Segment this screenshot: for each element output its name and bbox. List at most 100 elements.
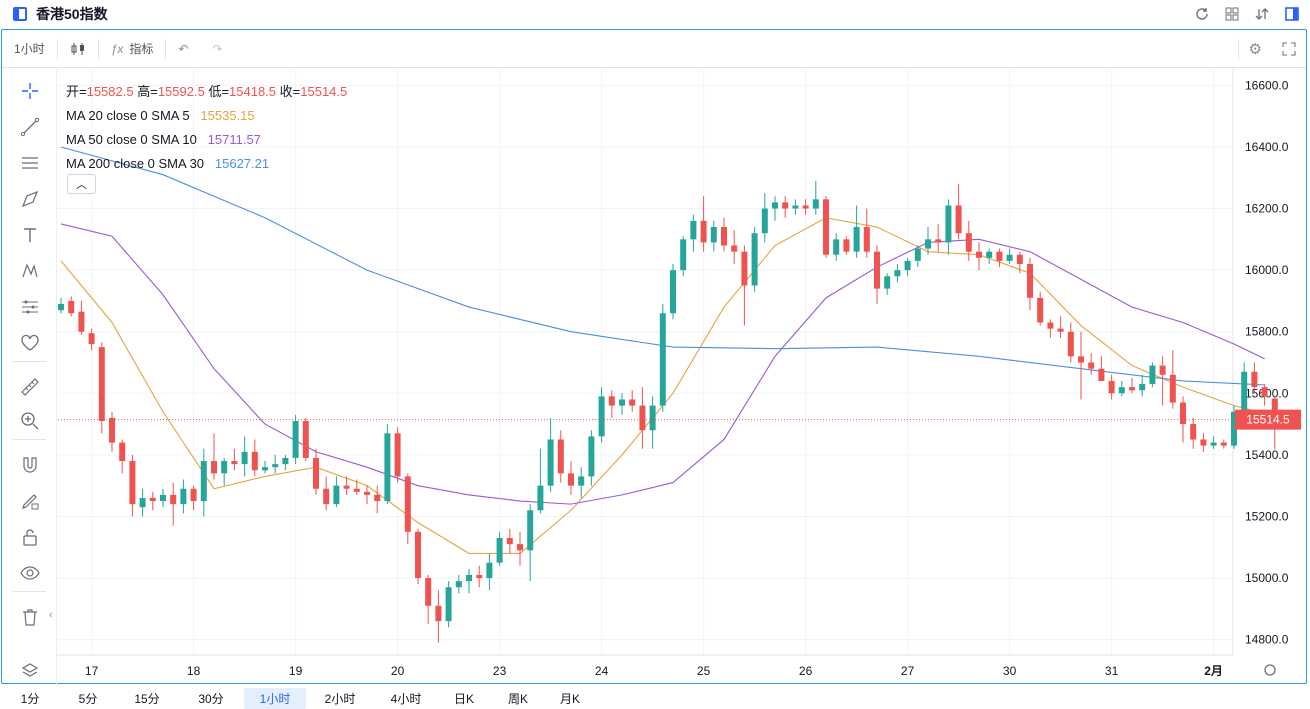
ruler-icon[interactable]: [18, 375, 42, 399]
candle-body: [425, 578, 432, 606]
candle-body: [802, 205, 809, 209]
window-titlebar: 香港50指数: [0, 0, 1310, 28]
candle-body: [996, 251, 1003, 261]
trash-icon[interactable]: [18, 605, 42, 629]
settings-icon[interactable]: ⚙: [1248, 41, 1262, 58]
interval-bar: 1分 5分 15分 30分 1小时 2小时 4小时 日K 周K 月K: [0, 688, 1310, 709]
candle-body: [772, 202, 778, 209]
candle-body: [1241, 371, 1248, 412]
redo-button[interactable]: ↷: [200, 30, 234, 68]
candle-body: [98, 347, 105, 421]
interval-6[interactable]: 4小时: [390, 692, 422, 706]
collapse-arrow-icon[interactable]: ‹: [49, 609, 53, 621]
high-label: 高=: [137, 84, 158, 99]
ma200-legend[interactable]: MA 200 close 0 SMA 30 15627.21: [66, 152, 347, 176]
brush-icon[interactable]: [18, 187, 42, 211]
candle-body: [343, 485, 350, 489]
candle-body: [680, 239, 687, 271]
interval-0[interactable]: 1分: [20, 692, 40, 706]
fullscreen-icon[interactable]: [1272, 30, 1306, 68]
undo-icon: ↶: [178, 41, 189, 56]
x-tick-label: 20: [391, 664, 405, 678]
candle-body: [935, 239, 942, 243]
panel-icon[interactable]: [1282, 4, 1302, 24]
x-tick-label: 18: [187, 664, 201, 678]
unlock-icon[interactable]: [18, 525, 42, 549]
chart-frame: 1小时 ƒx 指标 ↶ ↷ ⚙: [1, 29, 1307, 684]
candle-body: [547, 439, 554, 486]
candle-body: [578, 476, 585, 486]
candle-body: [588, 436, 595, 477]
x-tick-label: 25: [697, 664, 711, 678]
candle-body: [833, 239, 840, 255]
candle-body: [139, 497, 146, 508]
zoom-in-icon[interactable]: [18, 409, 42, 433]
interval-3[interactable]: 30分: [198, 692, 224, 706]
chart-type-button[interactable]: [58, 30, 98, 68]
y-tick-label: 16200.0: [1245, 202, 1289, 216]
candle-body: [690, 220, 697, 240]
panel-toggle-icon[interactable]: [13, 7, 27, 21]
price-chart[interactable]: 16600.016400.016200.016000.015800.015600…: [0, 0, 1310, 688]
crosshair-icon[interactable]: [18, 79, 42, 103]
candle-body: [721, 227, 727, 246]
interval-5[interactable]: 2小时: [324, 692, 356, 706]
undo-button[interactable]: ↶: [166, 30, 200, 68]
candle-body: [78, 311, 85, 332]
ma20-label: MA 20 close 0 SMA 5: [66, 108, 190, 123]
candle-body: [292, 421, 299, 458]
x-tick-label: 19: [289, 664, 303, 678]
layers-icon[interactable]: [18, 659, 42, 683]
sort-icon[interactable]: [1252, 4, 1272, 24]
candle-body: [741, 251, 748, 286]
lock-drawing-icon[interactable]: [18, 489, 42, 513]
candle-body: [517, 544, 523, 551]
trendline-icon[interactable]: [18, 115, 42, 139]
ma200-label: MA 200 close 0 SMA 30: [66, 156, 205, 171]
candle-body: [1088, 362, 1095, 369]
y-tick-label: 14800.0: [1245, 633, 1289, 647]
measure-icon[interactable]: [18, 295, 42, 319]
interval-8[interactable]: 周K: [507, 692, 528, 706]
y-tick-label: 15000.0: [1245, 571, 1289, 585]
ma20-legend[interactable]: MA 20 close 0 SMA 5 15535.15: [66, 104, 347, 128]
x-tick-label: 30: [1003, 664, 1017, 678]
candle-body: [823, 199, 829, 255]
indicators-button[interactable]: ƒx 指标: [99, 30, 166, 68]
grid-icon[interactable]: [1222, 4, 1242, 24]
candle-body: [404, 476, 411, 532]
ohlc-legend: 开=15582.5 高=15592.5 低=15418.5 收=15514.5: [66, 80, 347, 104]
candle-body: [853, 227, 860, 252]
heart-icon[interactable]: [18, 331, 42, 355]
interval-selector[interactable]: 1小时: [14, 42, 45, 56]
interval-2[interactable]: 15分: [134, 692, 160, 706]
candles-icon: [71, 42, 84, 55]
x-tick-label: 27: [901, 664, 915, 678]
interval-9[interactable]: 月K: [559, 692, 580, 706]
candle-body: [598, 396, 605, 437]
candle-body: [119, 442, 126, 462]
candle-body: [1067, 331, 1074, 357]
candle-body: [1037, 297, 1044, 323]
pattern-icon[interactable]: [18, 259, 42, 283]
horizontal-lines-icon[interactable]: [18, 151, 42, 175]
candle-body: [619, 399, 625, 406]
axis-settings-icon[interactable]: [1264, 664, 1276, 676]
chevron-up-icon: ︿: [76, 179, 87, 191]
candle-body: [435, 605, 442, 622]
candle-body: [496, 538, 503, 563]
interval-4[interactable]: 1小时: [244, 688, 306, 709]
eye-icon[interactable]: [18, 561, 42, 585]
candle-body: [557, 439, 564, 474]
x-tick-label: 31: [1105, 664, 1119, 678]
x-tick-label: 2月: [1204, 664, 1223, 678]
refresh-icon[interactable]: [1192, 4, 1212, 24]
legend-collapse-button[interactable]: ︿: [67, 174, 96, 194]
interval-1[interactable]: 5分: [78, 692, 98, 706]
candle-body: [170, 494, 177, 505]
text-icon[interactable]: [18, 223, 42, 247]
interval-7[interactable]: 日K: [453, 692, 474, 706]
ma50-legend[interactable]: MA 50 close 0 SMA 10 15711.57: [66, 128, 347, 152]
ma200-value: 15627.21: [214, 156, 270, 171]
magnet-icon[interactable]: [18, 453, 42, 477]
